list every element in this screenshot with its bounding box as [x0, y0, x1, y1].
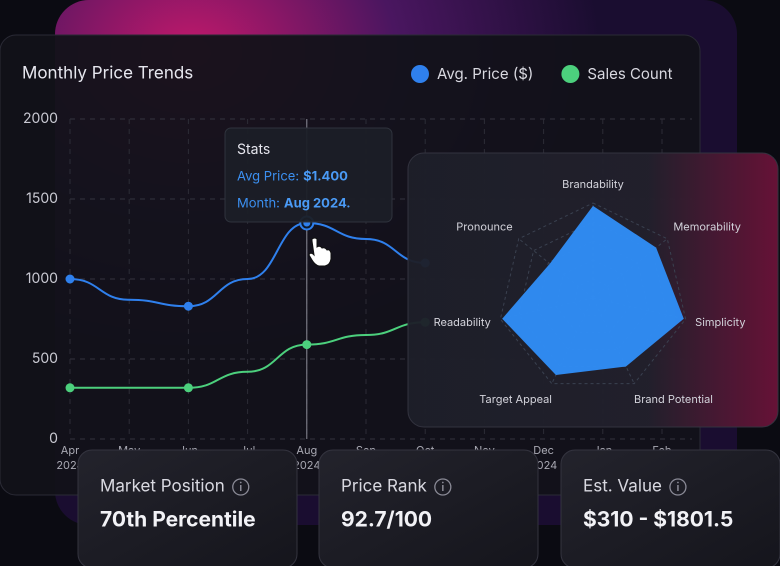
tooltip-value: $1.400: [303, 169, 348, 185]
tooltip: [224, 127, 393, 223]
y-tick-label: 0: [49, 430, 58, 447]
tooltip-title: Stats: [237, 141, 270, 158]
x-tick-label: Aug 2024: [293, 443, 320, 472]
radar-area: [502, 205, 684, 376]
radar-label: Brandability: [562, 177, 624, 191]
card-value: 70th Percentile: [100, 508, 256, 533]
radar-ring: [499, 202, 687, 385]
info-icon[interactable]: [434, 478, 452, 496]
card-title: Market Position: [100, 477, 225, 497]
card-value: 92.7/100: [341, 508, 432, 533]
radar-label: Memorability: [673, 220, 741, 234]
info-icon[interactable]: [669, 478, 687, 496]
radar-label: Simplicity: [695, 315, 745, 329]
card-title: Est. Value: [583, 477, 662, 497]
legend-swatch: [411, 65, 429, 83]
y-tick-label: 2000: [23, 110, 58, 127]
legend-label: Sales Count: [587, 64, 672, 83]
tooltip-label: Avg Price:: [237, 169, 299, 185]
stat-card: [560, 449, 780, 566]
radar-chart: Brandability Memorability Simplicity Brand …: [434, 177, 746, 406]
radar-spoke: [518, 238, 594, 299]
legend-swatch: [561, 65, 580, 83]
point: [65, 274, 75, 284]
radar-label: Readability: [434, 315, 491, 329]
card-value: $310 - $1801.5: [583, 508, 733, 533]
info-icon[interactable]: [232, 478, 250, 496]
radar-label: Target Appeal: [479, 392, 552, 406]
cards: Market Position 70th Percentile Price Rank…: [77, 449, 780, 566]
point: [183, 301, 193, 311]
tooltip-label: Month:: [237, 196, 280, 212]
info-icon-dot: [239, 481, 242, 484]
cursor: [308, 237, 332, 267]
legend-label: Avg. Price ($): [437, 64, 533, 83]
series-line: [69, 221, 426, 308]
point: [65, 383, 75, 393]
y-tick-label: 500: [32, 350, 58, 367]
stat-card: [318, 449, 539, 566]
x-tick-label: Apr 2024: [56, 443, 83, 472]
radar-spoke: [592, 297, 635, 384]
y-tick-label: 1000: [26, 270, 58, 287]
card-title: Price Rank: [341, 477, 427, 497]
info-icon-dot: [677, 481, 679, 484]
point: [183, 383, 193, 393]
radar-label: Brand Potential: [634, 392, 713, 406]
series-line: [69, 321, 426, 389]
chart-title: Monthly Price Trends: [22, 64, 193, 84]
info-icon-dot: [441, 481, 444, 484]
tooltip-value: Aug 2024.: [284, 196, 351, 212]
radar-label: Pronounce: [456, 220, 512, 234]
y-tick-label: 1500: [26, 190, 58, 207]
point: [302, 340, 312, 350]
